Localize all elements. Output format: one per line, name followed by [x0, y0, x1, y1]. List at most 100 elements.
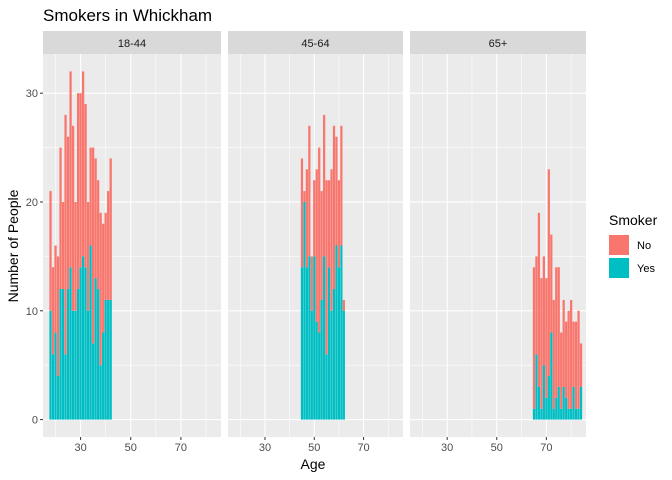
facet-strip [410, 31, 586, 54]
y-tick-label: 30 [26, 88, 38, 100]
bar-yes [567, 408, 570, 420]
bar-no [310, 256, 313, 311]
bar-no [104, 212, 107, 300]
bar-no [335, 136, 338, 246]
bar-no [89, 147, 92, 246]
bar-yes [550, 332, 553, 420]
bar-yes [300, 267, 304, 420]
bar-no [560, 332, 563, 409]
legend-key-no [609, 235, 629, 255]
bar-no [94, 158, 97, 279]
bar-yes [340, 245, 343, 420]
bar-yes [320, 299, 323, 420]
bar-no [97, 180, 100, 290]
bar-yes [313, 256, 316, 420]
bar-no [300, 158, 304, 268]
x-tick-label: 30 [259, 442, 271, 454]
y-axis-title: Number of People [5, 189, 21, 302]
bar-yes [537, 386, 541, 420]
bar-no [540, 278, 543, 409]
bar-no [545, 278, 548, 398]
bar-no [305, 169, 308, 268]
y-tick-label: 20 [26, 197, 38, 209]
bar-no [109, 158, 112, 300]
bar-no [107, 191, 110, 300]
x-tick-label: 50 [491, 442, 503, 454]
bar-yes [540, 408, 543, 420]
bar-no [557, 267, 560, 387]
bar-no [562, 299, 565, 387]
bar-no [61, 201, 65, 290]
y-tick-label: 10 [26, 306, 38, 318]
bar-yes [104, 299, 107, 420]
bar-yes [66, 289, 70, 420]
bar-no [76, 93, 80, 290]
bar-yes [99, 365, 102, 420]
bar-no [84, 104, 87, 268]
bar-no [315, 169, 318, 322]
bar-yes [89, 245, 92, 420]
bar-no [69, 71, 72, 268]
bar-no [550, 234, 553, 333]
facet-strip-label: 45-64 [301, 38, 329, 50]
facet-panel: 45-64 30 50 70 [228, 31, 403, 454]
bar-no [325, 180, 328, 355]
bar-yes [81, 256, 85, 420]
bar-yes [574, 408, 578, 420]
bar-yes [56, 376, 60, 420]
bar-no [535, 256, 538, 355]
bar-yes [318, 332, 321, 420]
bar-no [51, 267, 55, 355]
bar-yes [84, 267, 87, 420]
bar-yes [555, 397, 558, 420]
facet-panels: 18-44 30 50 70 0 10 20 30 45-64 30 50 70 65+ 30 50 70 [26, 31, 586, 454]
bar-no [342, 299, 345, 311]
bar-yes [330, 310, 333, 420]
bar-no [320, 191, 323, 300]
bar-yes [76, 289, 80, 420]
facet-panel: 18-44 30 50 70 0 10 20 30 [26, 31, 221, 454]
bar-no [56, 256, 60, 377]
bar-yes [308, 256, 311, 420]
bar-yes [97, 289, 100, 420]
bar-no [332, 125, 336, 290]
legend-label-yes: Yes [637, 263, 655, 275]
bar-yes [94, 278, 97, 420]
bar-yes [64, 354, 67, 420]
bar-yes [79, 267, 82, 420]
bar-no [74, 201, 77, 311]
bar-yes [535, 354, 538, 420]
bar-yes [54, 332, 57, 420]
bar-yes [305, 267, 308, 420]
legend-title: Smoker [609, 212, 658, 228]
bar-no [337, 180, 341, 268]
facet-strip [228, 31, 403, 54]
chart-title: Smokers in Whickham [43, 6, 212, 25]
bar-no [537, 212, 541, 387]
bar-no [579, 343, 583, 387]
facet-strip-label: 65+ [489, 38, 508, 50]
bar-no [323, 114, 326, 257]
bar-yes [69, 267, 72, 420]
bar-no [303, 191, 306, 202]
bar-yes [303, 201, 306, 420]
bar-yes [532, 408, 536, 420]
bar-yes [109, 299, 112, 420]
bar-yes [86, 310, 90, 420]
bar-yes [323, 256, 326, 420]
bar-no [49, 191, 52, 311]
bar-no [552, 299, 555, 409]
x-axis-title: Age [301, 456, 326, 472]
bar-yes [61, 289, 65, 420]
legend-label-no: No [637, 240, 651, 252]
bar-no [577, 310, 580, 409]
bar-no [59, 147, 62, 290]
bar-no [102, 223, 105, 333]
bar-no [327, 180, 331, 268]
bar-no [313, 180, 316, 257]
y-tick-label: 0 [32, 415, 38, 427]
bar-no [565, 321, 568, 398]
bar-yes [579, 386, 583, 420]
bar-yes [570, 408, 573, 420]
bar-no [555, 267, 558, 398]
